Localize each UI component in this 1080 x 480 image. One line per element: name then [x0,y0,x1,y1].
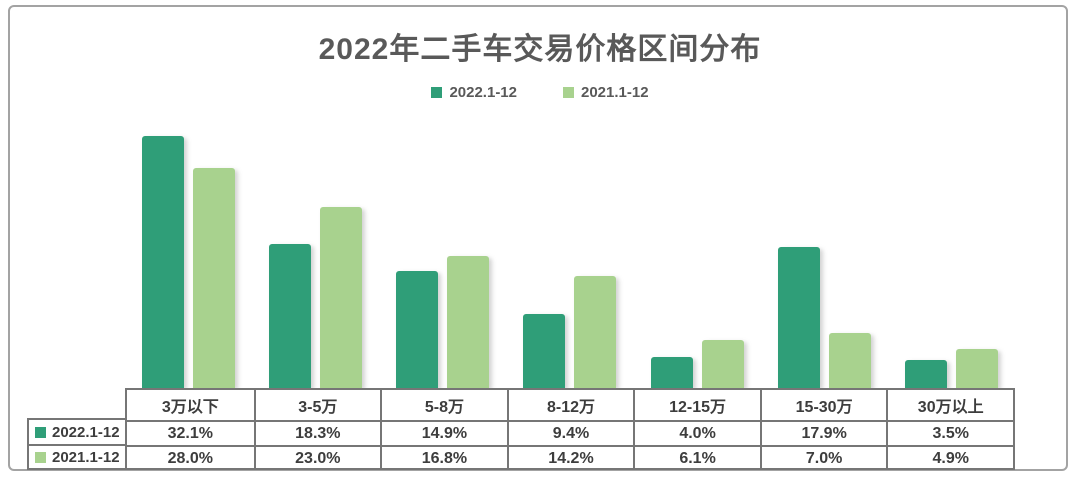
legend-item-2021: 2021.1-12 [563,84,649,101]
legend-swatch-2022 [431,87,443,98]
table-header-15-30万: 15-30万 [759,390,887,420]
table-row-label-2021.1-12: 2021.1-12 [29,444,125,468]
bar-2022.1-12-3万以下 [142,136,185,388]
bar-group-1 [125,113,252,388]
table-value-2021.1-12-12-15万: 6.1% [633,445,760,470]
legend-item-2022: 2022.1-12 [431,84,517,101]
row-label-swatch-2021.1-12 [35,451,46,463]
bar-group-4 [506,113,633,388]
table-value-2022.1-12-15-30万: 17.9% [759,420,887,445]
bar-group-3 [379,113,506,388]
legend-label-2022: 2022.1-12 [449,84,517,101]
bar-2022.1-12-15-30万 [777,247,820,388]
table-value-2022.1-12-3-5万: 18.3% [253,420,381,445]
table-value-2022.1-12-30万以上: 3.5% [886,420,1013,445]
table-header-8-12万: 8-12万 [506,390,634,420]
plot-area [125,113,1015,388]
table-value-2022.1-12-3万以下: 32.1% [127,420,254,445]
bar-2022.1-12-8-12万 [523,314,566,388]
bar-2021.1-12-30万以上 [955,349,998,388]
bar-2021.1-12-3-5万 [320,207,363,388]
table-value-2021.1-12-5-8万: 16.8% [380,445,507,470]
chart-title: 2022年二手车交易价格区间分布 [318,33,762,66]
table-value-2022.1-12-12-15万: 4.0% [633,420,760,445]
legend-label-2021: 2021.1-12 [581,84,649,101]
table-header-3万以下: 3万以下 [161,399,219,416]
table-value-2022.1-12-8-12万: 9.4% [506,420,634,445]
bar-2021.1-12-3万以下 [193,168,236,388]
table-value-2021.1-12-3-5万: 23.0% [253,445,381,470]
table-header-12-15万: 12-15万 [633,390,760,420]
data-table: 3万以下 3-5万 5-8万 8-12万 12-15万 15-30万 30万以上 32.1% 1… [125,388,1015,470]
bar-group-6 [761,113,888,388]
bar-2021.1-12-8-12万 [574,276,617,388]
bar-2021.1-12-15-30万 [828,333,871,388]
table-value-2021.1-12-15-30万: 7.0% [759,445,887,470]
table-row-label-2022.1-12: 2022.1-12 [29,420,125,444]
table-value-2021.1-12-30万以上: 4.9% [886,445,1013,470]
bar-2022.1-12-5-8万 [396,271,439,388]
bar-group-5 [634,113,761,388]
bar-2021.1-12-12-15万 [701,340,744,388]
chart-legend: 2022.1-12 2021.1-12 [0,84,1080,101]
table-header-30万以上: 30万以上 [886,390,1013,420]
table-value-2021.1-12-8-12万: 14.2% [506,445,634,470]
bar-2022.1-12-30万以上 [904,360,947,388]
bar-2021.1-12-5-8万 [447,256,490,388]
bar-group-7 [888,113,1015,388]
row-label-text-2021.1-12: 2021.1-12 [52,448,120,466]
table-value-2021.1-12-3万以下: 28.0% [127,445,254,470]
bar-2022.1-12-3-5万 [269,244,312,388]
legend-swatch-2021 [563,87,574,98]
row-label-swatch-2022.1-12 [35,426,46,438]
table-header-5-8万: 5-8万 [380,390,507,420]
data-table-row-labels: 2022.1-12 2021.1-12 [27,418,127,470]
table-header-3-5万: 3-5万 [253,390,381,420]
bar-2022.1-12-12-15万 [650,357,693,388]
table-value-2022.1-12-5-8万: 14.9% [380,420,507,445]
bar-group-2 [252,113,379,388]
row-label-text-2022.1-12: 2022.1-12 [52,423,120,441]
